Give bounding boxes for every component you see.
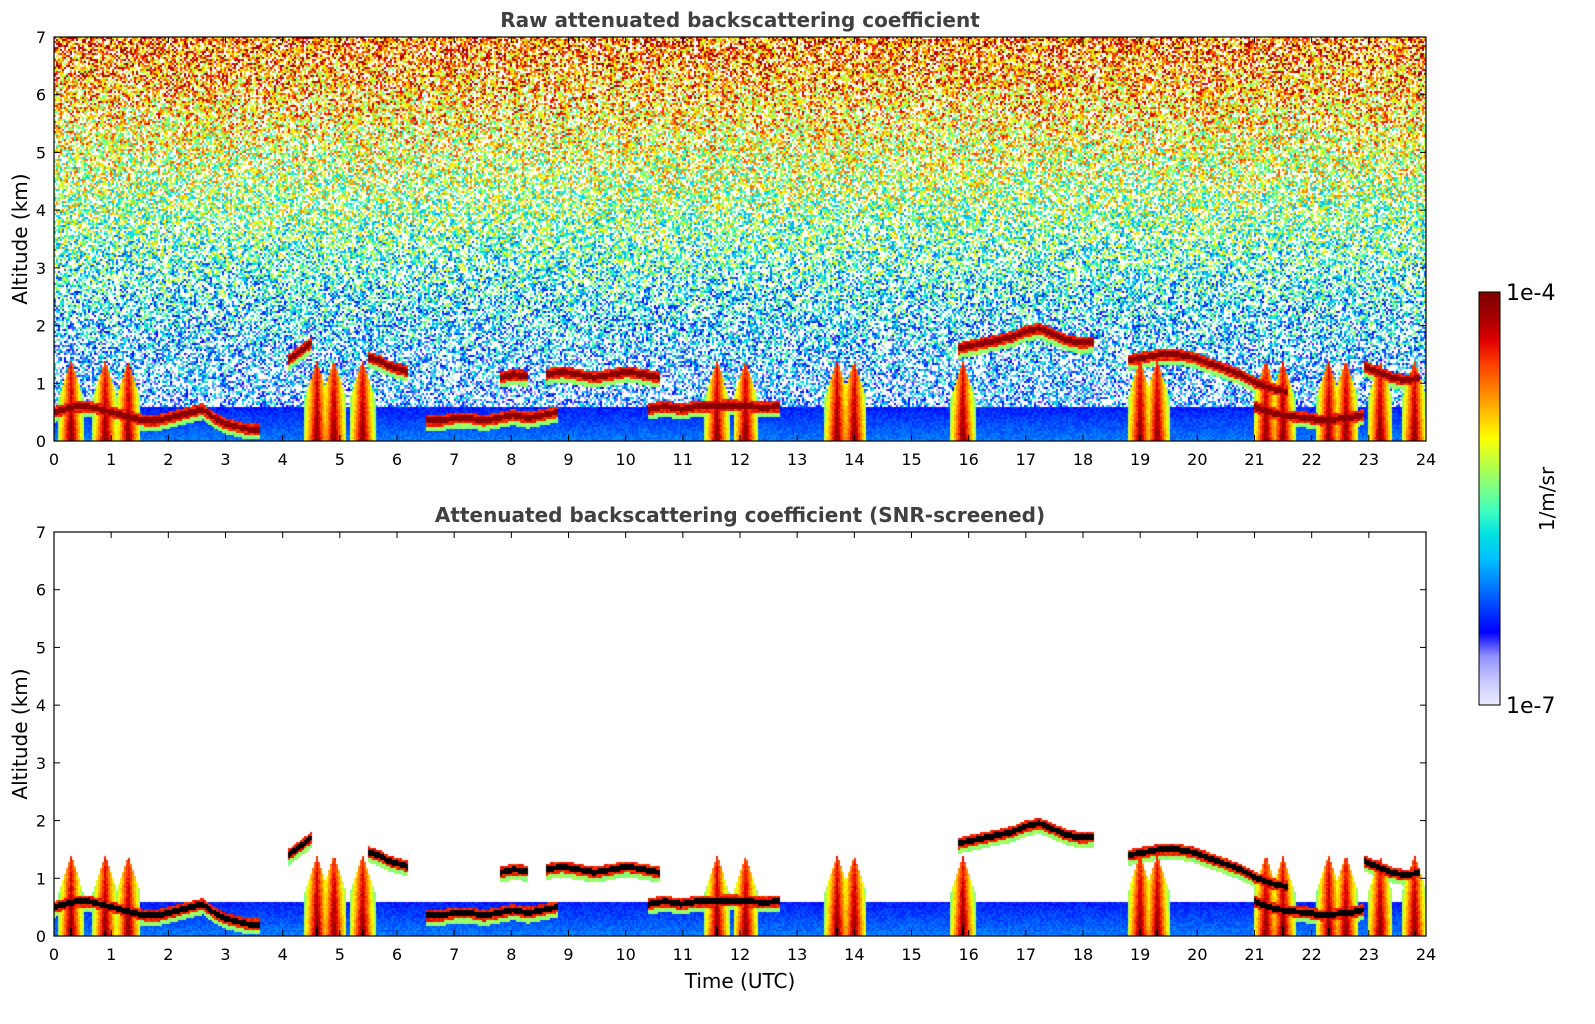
screened-x-tick-label: 22	[1301, 945, 1321, 964]
raw-x-tick-label: 17	[1016, 450, 1036, 469]
screened-y-tick-label: 7	[36, 523, 46, 542]
screened-x-tick-label: 23	[1359, 945, 1379, 964]
raw-x-tick-label: 12	[730, 450, 750, 469]
screened-x-tick-label: 20	[1187, 945, 1207, 964]
screened-x-tick-label: 16	[958, 945, 978, 964]
raw-x-tick-label: 1	[106, 450, 116, 469]
raw-x-tick-label: 8	[506, 450, 516, 469]
screened-x-tick-label: 8	[506, 945, 516, 964]
screened-x-tick-label: 2	[163, 945, 173, 964]
raw-x-tick-label: 14	[844, 450, 864, 469]
raw-x-tick-label: 9	[563, 450, 573, 469]
raw-backscatter-panel: Raw attenuated backscattering coefficien…	[8, 8, 1436, 469]
screened-x-tick-label: 17	[1016, 945, 1036, 964]
raw-y-tick-label: 3	[36, 259, 46, 278]
screened-x-tick-label: 6	[392, 945, 402, 964]
screened-chart-title: Attenuated backscattering coefficient (S…	[435, 503, 1045, 527]
screened-x-tick-label: 19	[1130, 945, 1150, 964]
screened-x-tick-label: 7	[449, 945, 459, 964]
screened-x-tick-label: 3	[220, 945, 230, 964]
raw-y-tick-label: 7	[36, 28, 46, 47]
raw-y-tick-label: 2	[36, 317, 46, 336]
colorbar: 1e-4 1e-7 1/m/sr	[1478, 281, 1559, 719]
colorbar-max-label: 1e-4	[1506, 281, 1555, 306]
raw-x-tick-label: 2	[163, 450, 173, 469]
raw-y-tick-label: 0	[36, 432, 46, 451]
colorbar-min-label: 1e-7	[1506, 694, 1555, 719]
raw-x-tick-label: 22	[1301, 450, 1321, 469]
screened-x-tick-label: 15	[901, 945, 921, 964]
raw-x-tick-label: 24	[1416, 450, 1436, 469]
screened-x-tick-label: 9	[563, 945, 573, 964]
raw-x-tick-label: 23	[1359, 450, 1379, 469]
raw-x-tick-label: 21	[1244, 450, 1264, 469]
screened-y-tick-label: 6	[36, 581, 46, 600]
raw-x-tick-label: 18	[1073, 450, 1093, 469]
screened-y-tick-label: 4	[36, 696, 46, 715]
screened-y-tick-label: 2	[36, 812, 46, 831]
raw-axes: 0 1 2 3 4 5 6 7 8 9 10 11 12 13 14 15 16 17 18 19 20 21 22 23 24…	[36, 28, 1436, 469]
raw-x-tick-label: 3	[220, 450, 230, 469]
screened-x-tick-label: 21	[1244, 945, 1264, 964]
raw-y-axis-label: Altitude (km)	[8, 173, 32, 304]
screened-x-tick-label: 12	[730, 945, 750, 964]
screened-x-tick-label: 5	[335, 945, 345, 964]
screened-y-tick-label: 1	[36, 869, 46, 888]
raw-x-tick-label: 13	[787, 450, 807, 469]
screened-backscatter-panel: Attenuated backscattering coefficient (S…	[8, 503, 1436, 993]
raw-y-tick-label: 4	[36, 201, 46, 220]
raw-x-tick-label: 15	[901, 450, 921, 469]
screened-x-tick-label: 14	[844, 945, 864, 964]
screened-axes: 0 1 2 3 4 5 6 7 8 9 10 11 12 13 14 15 16 17 18 19 20 21 22 23 24…	[36, 523, 1436, 964]
screened-y-tick-label: 5	[36, 638, 46, 657]
screened-x-tick-label: 1	[106, 945, 116, 964]
screened-x-tick-label: 4	[278, 945, 288, 964]
x-axis-label: Time (UTC)	[684, 969, 796, 993]
raw-x-tick-label: 7	[449, 450, 459, 469]
screened-y-tick-label: 0	[36, 927, 46, 946]
raw-y-tick-label: 5	[36, 143, 46, 162]
raw-x-tick-label: 16	[958, 450, 978, 469]
raw-y-tick-label: 6	[36, 86, 46, 105]
raw-x-tick-label: 0	[49, 450, 59, 469]
raw-x-tick-label: 6	[392, 450, 402, 469]
raw-x-tick-label: 4	[278, 450, 288, 469]
screened-x-tick-label: 13	[787, 945, 807, 964]
screened-x-tick-label: 0	[49, 945, 59, 964]
raw-x-tick-label: 19	[1130, 450, 1150, 469]
screened-x-tick-label: 18	[1073, 945, 1093, 964]
raw-x-tick-label: 10	[615, 450, 635, 469]
raw-x-tick-label: 5	[335, 450, 345, 469]
colorbar-scale	[1478, 291, 1501, 706]
screened-heatmap-area	[54, 532, 1426, 936]
raw-heatmap-area	[54, 37, 1426, 441]
colorbar-unit-label: 1/m/sr	[1535, 466, 1559, 531]
screened-y-axis-label: Altitude (km)	[8, 668, 32, 799]
raw-y-tick-label: 1	[36, 374, 46, 393]
screened-y-tick-label: 3	[36, 754, 46, 773]
screened-x-tick-label: 11	[673, 945, 693, 964]
screened-x-tick-label: 10	[615, 945, 635, 964]
raw-x-tick-label: 20	[1187, 450, 1207, 469]
screened-x-tick-label: 24	[1416, 945, 1436, 964]
raw-chart-title: Raw attenuated backscattering coefficien…	[500, 8, 980, 32]
raw-x-tick-label: 11	[673, 450, 693, 469]
